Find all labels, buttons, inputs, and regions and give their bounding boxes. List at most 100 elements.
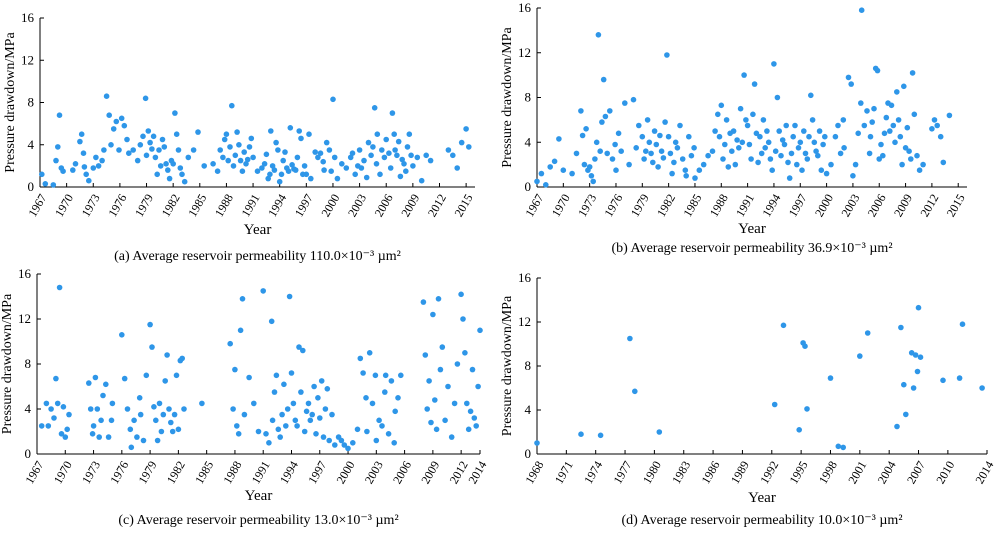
data-point xyxy=(373,161,380,167)
data-point xyxy=(890,122,897,129)
data-point xyxy=(263,151,270,158)
data-point xyxy=(448,434,455,440)
data-point xyxy=(39,171,45,178)
data-point xyxy=(734,137,740,143)
data-point xyxy=(748,156,754,162)
data-point xyxy=(778,152,784,159)
data-point xyxy=(109,400,116,407)
data-point xyxy=(599,119,605,125)
x-tick-label: 1998 xyxy=(816,459,840,487)
data-point xyxy=(254,168,261,174)
data-point xyxy=(716,133,723,140)
data-point xyxy=(648,150,654,157)
y-tick-label: 12 xyxy=(518,45,531,60)
data-point xyxy=(126,150,132,156)
x-axis-label: Year xyxy=(738,221,766,237)
data-point xyxy=(87,406,94,412)
x-tick-label: 2010 xyxy=(933,459,957,487)
data-point xyxy=(354,426,361,433)
data-point xyxy=(42,181,49,187)
data-point xyxy=(705,152,711,159)
data-point xyxy=(229,102,235,109)
data-point xyxy=(119,332,125,338)
data-point xyxy=(322,406,329,412)
data-point xyxy=(641,156,647,162)
data-point xyxy=(66,411,72,418)
data-point xyxy=(669,170,675,177)
y-tick-label: 0 xyxy=(25,446,32,461)
data-point xyxy=(835,122,841,129)
data-point xyxy=(156,400,163,407)
panel-caption: (d) Average reservoir permeability 10.0×… xyxy=(621,513,902,528)
data-point xyxy=(895,117,902,123)
data-point xyxy=(298,389,304,395)
data-point xyxy=(326,147,333,153)
data-point xyxy=(300,347,306,354)
data-point xyxy=(149,146,155,152)
data-point xyxy=(43,400,50,407)
data-point xyxy=(583,126,589,132)
data-point xyxy=(718,102,725,109)
data-point xyxy=(852,161,859,168)
data-point xyxy=(909,70,916,76)
data-point xyxy=(880,152,886,159)
data-point xyxy=(604,150,610,157)
data-point xyxy=(276,178,283,185)
data-point xyxy=(837,150,844,157)
x-tick-label: 1997 xyxy=(305,459,329,487)
data-point xyxy=(331,154,338,161)
data-point xyxy=(164,352,170,358)
data-point xyxy=(979,385,985,391)
data-point xyxy=(433,426,440,433)
data-point xyxy=(656,429,663,435)
data-point xyxy=(281,381,287,388)
data-point xyxy=(888,102,895,109)
data-point xyxy=(737,105,744,112)
data-point xyxy=(414,154,421,161)
data-point xyxy=(303,408,310,415)
data-point xyxy=(458,139,465,146)
x-tick-label: 2012 xyxy=(917,192,941,220)
data-point xyxy=(855,130,861,137)
data-point xyxy=(225,157,231,164)
data-point xyxy=(376,417,382,424)
data-point xyxy=(573,150,580,157)
data-point xyxy=(462,350,468,356)
data-point xyxy=(386,150,392,156)
data-point xyxy=(835,443,842,450)
y-axis-label: Pressure drawdown/MPa xyxy=(3,32,18,173)
x-tick-label: 1979 xyxy=(132,192,156,220)
data-point xyxy=(306,131,312,137)
data-point xyxy=(460,316,466,322)
data-point xyxy=(867,133,874,140)
data-point xyxy=(58,431,65,437)
data-point xyxy=(956,375,963,381)
x-tick-label: 1973 xyxy=(79,192,103,220)
data-point xyxy=(823,170,830,177)
data-point xyxy=(658,148,665,154)
data-point xyxy=(162,378,168,384)
data-point xyxy=(308,175,314,182)
x-tick-label: 2003 xyxy=(838,192,862,220)
data-point xyxy=(154,437,161,444)
data-point xyxy=(243,161,249,167)
data-point xyxy=(388,378,395,384)
data-point xyxy=(301,163,308,169)
data-point xyxy=(50,182,57,188)
x-tick-label: 2009 xyxy=(891,192,915,220)
data-point xyxy=(108,142,114,148)
data-point xyxy=(776,128,782,134)
data-point xyxy=(794,161,800,168)
data-point xyxy=(475,383,481,390)
panel-b: 0 4 8 12 16 1967 1970 1973 1976 1979 1982 1985 1988 1… xyxy=(500,0,1000,266)
data-point xyxy=(785,159,791,166)
data-point xyxy=(432,397,438,403)
data-point xyxy=(70,167,76,173)
data-point xyxy=(636,122,642,129)
data-point xyxy=(672,139,679,146)
data-point xyxy=(134,157,141,164)
data-point xyxy=(466,144,472,150)
data-point xyxy=(832,133,839,140)
